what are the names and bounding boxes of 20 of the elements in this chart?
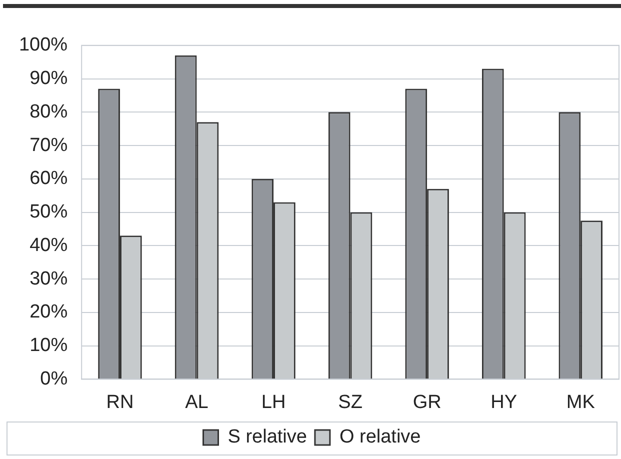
- legend-label: S relative: [228, 426, 307, 448]
- y-tick-label: 10%: [30, 335, 68, 356]
- x-tick-label: MK: [566, 392, 596, 413]
- y-tick-label: 60%: [30, 168, 68, 190]
- y-tick-label: 70%: [30, 134, 68, 156]
- x-tick-label: RN: [106, 392, 134, 413]
- y-tick-label: 0%: [40, 368, 68, 390]
- y-tick-label: 50%: [30, 202, 68, 223]
- x-tick-label: AL: [185, 392, 208, 413]
- x-tick-label: GR: [412, 392, 442, 413]
- y-tick-label: 100%: [18, 34, 68, 56]
- x-tick-label: SZ: [338, 392, 363, 413]
- y-tick-label: 30%: [30, 268, 68, 290]
- x-tick-label: LH: [261, 392, 286, 413]
- x-tick-label: HY: [490, 392, 518, 413]
- y-tick-label: 80%: [30, 101, 68, 122]
- y-tick-label: 40%: [30, 234, 68, 256]
- y-tick-label: 90%: [30, 68, 68, 90]
- y-tick-label: 20%: [30, 302, 68, 323]
- legend-label: O relative: [339, 426, 421, 448]
